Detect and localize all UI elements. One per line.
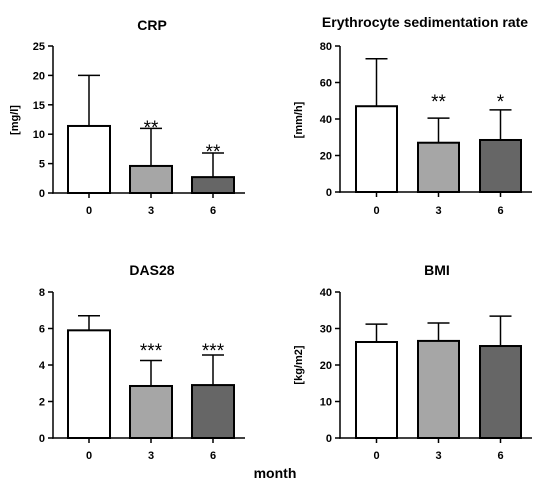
crp-significance-label-month-3: ** xyxy=(144,118,159,139)
crp-x-tick-label: 3 xyxy=(148,205,154,217)
das28-chart: DAS28 0 3 *** 6 *** 0 2 4 6 8 xyxy=(39,262,245,462)
esr-bar-month-0 xyxy=(355,105,398,193)
bmi-y-tick-label: 0 xyxy=(326,433,332,445)
bmi-bar-month-0 xyxy=(355,341,398,440)
bmi-chart-title: BMI xyxy=(424,262,450,278)
crp-y-axis-label: [mg/l] xyxy=(9,105,21,135)
das28-x-tick-label: 6 xyxy=(210,450,216,462)
crp-bar-month-3 xyxy=(129,164,173,194)
crp-x-tick-label: 0 xyxy=(86,205,92,217)
crp-significance-label-month-6: ** xyxy=(206,142,221,163)
esr-bar-month-6 xyxy=(479,138,522,194)
bmi-bar-month-3 xyxy=(417,339,460,439)
bmi-x-tick-label: 0 xyxy=(373,450,379,462)
esr-chart-title: Erythrocyte sedimentation rate xyxy=(322,14,528,30)
das28-y-tick-label: 6 xyxy=(39,324,45,336)
crp-y-tick-label: 10 xyxy=(33,129,45,141)
esr-significance-label-month-6: * xyxy=(497,92,505,113)
esr-y-tick-label: 0 xyxy=(326,187,332,199)
bmi-y-tick-label: 40 xyxy=(320,287,332,299)
bmi-bar-month-6 xyxy=(479,345,522,439)
crp-bar-month-0 xyxy=(67,124,111,194)
das28-y-tick-label: 0 xyxy=(39,433,45,445)
esr-y-tick-label: 40 xyxy=(320,114,332,126)
das28-y-tick-label: 8 xyxy=(39,287,45,299)
crp-y-tick-label: 25 xyxy=(33,41,45,53)
crp-chart-title: CRP xyxy=(137,17,167,33)
esr-bar-month-3 xyxy=(417,141,460,194)
bmi-x-tick-label: 3 xyxy=(435,450,441,462)
das28-bar-month-3 xyxy=(129,384,173,439)
esr-x-tick-label: 0 xyxy=(373,205,379,217)
shared-x-axis-label: month xyxy=(254,465,297,481)
das28-significance-label-month-3: *** xyxy=(140,341,163,362)
esr-x-tick-label: 3 xyxy=(435,205,441,217)
das28-bar-month-6 xyxy=(191,384,235,440)
esr-y-tick-label: 80 xyxy=(320,41,332,53)
das28-chart-title: DAS28 xyxy=(129,262,174,278)
bmi-chart: BMI [kg/m2] 0 3 6 0 10 20 30 40 xyxy=(293,262,532,462)
das28-x-tick-label: 0 xyxy=(86,450,92,462)
crp-y-tick-label: 0 xyxy=(39,188,45,200)
crp-x-tick-label: 6 xyxy=(210,205,216,217)
crp-y-tick-label: 20 xyxy=(33,70,45,82)
crp-y-tick-label: 15 xyxy=(33,100,45,112)
bmi-y-tick-label: 10 xyxy=(320,397,332,409)
esr-y-axis-label: [mm/h] xyxy=(293,101,305,138)
das28-y-tick-label: 4 xyxy=(39,360,46,372)
esr-chart: Erythrocyte sedimentation rate[mm/h]0 3**… xyxy=(293,14,532,217)
esr-y-tick-label: 20 xyxy=(320,151,332,163)
das28-bar-month-0 xyxy=(67,329,111,440)
das28-x-tick-label: 3 xyxy=(148,450,154,462)
das28-y-tick-label: 2 xyxy=(39,397,45,409)
esr-x-tick-label: 6 xyxy=(497,205,503,217)
crp-y-tick-label: 5 xyxy=(39,159,45,171)
bmi-x-tick-label: 6 xyxy=(497,450,503,462)
bmi-y-tick-label: 30 xyxy=(320,324,332,336)
das28-significance-label-month-6: *** xyxy=(202,341,225,362)
esr-y-tick-label: 60 xyxy=(320,78,332,90)
crp-chart: CRP [mg/l] 0 3 ** 6 ** 0 5 10 15 20 25 xyxy=(9,17,245,217)
crp-bar-month-6 xyxy=(191,176,235,194)
esr-significance-label-month-3: ** xyxy=(431,92,446,113)
bmi-y-axis-label: [kg/m2] xyxy=(293,345,305,384)
bmi-y-tick-label: 20 xyxy=(320,360,332,372)
